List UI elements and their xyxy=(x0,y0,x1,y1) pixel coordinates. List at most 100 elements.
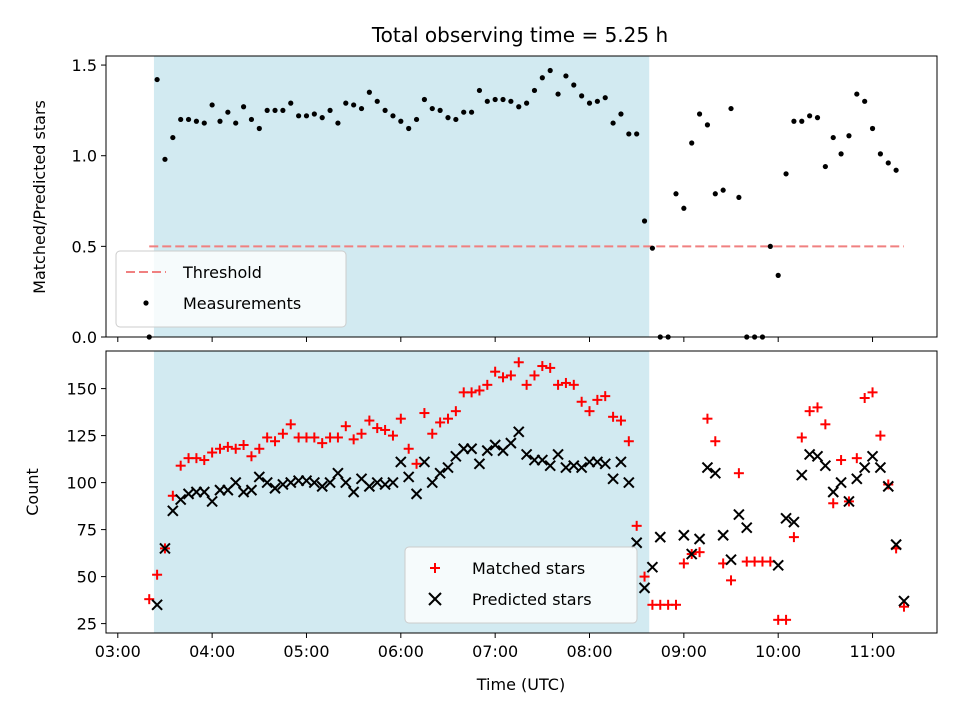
data-point xyxy=(363,480,376,493)
data-point xyxy=(875,430,886,441)
data-point xyxy=(288,100,294,106)
data-point xyxy=(883,479,894,490)
data-point xyxy=(728,105,734,112)
data-point xyxy=(600,391,611,402)
data-point xyxy=(524,100,530,106)
data-point xyxy=(623,436,634,447)
x-b xyxy=(442,461,454,474)
data-point xyxy=(327,107,333,113)
data-point xyxy=(222,441,233,452)
data-point xyxy=(822,163,828,170)
data-point xyxy=(348,434,359,445)
data-point xyxy=(858,461,871,474)
x-tick-label: 03:00 xyxy=(95,642,141,661)
y-tick-label: 25 xyxy=(77,615,97,634)
data-point xyxy=(717,529,729,541)
data-point xyxy=(836,455,847,466)
data-point xyxy=(270,436,281,447)
x-tick-label: 05:00 xyxy=(283,642,329,661)
data-point xyxy=(246,451,257,462)
data-point xyxy=(332,467,344,479)
data-point xyxy=(639,571,650,582)
x-b xyxy=(426,476,438,489)
x-b xyxy=(615,456,627,468)
x-b xyxy=(890,538,902,551)
y-tick-label: 75 xyxy=(77,521,97,540)
data-point xyxy=(418,456,431,468)
data-point xyxy=(382,107,388,113)
data-point xyxy=(898,595,910,607)
data-point xyxy=(539,75,545,81)
data-point xyxy=(678,529,690,541)
x-b xyxy=(536,454,549,466)
data-point xyxy=(827,486,839,498)
x-b xyxy=(324,476,336,489)
data-point xyxy=(340,421,351,432)
data-point xyxy=(364,415,375,426)
data-point xyxy=(710,436,721,447)
data-point xyxy=(704,122,711,128)
data-point xyxy=(269,482,281,494)
x-b xyxy=(717,529,729,541)
x-tick-label: 08:00 xyxy=(566,642,612,661)
data-point xyxy=(602,95,608,101)
data-point xyxy=(311,111,317,117)
data-point xyxy=(882,480,894,493)
data-point xyxy=(199,455,210,466)
data-point xyxy=(262,432,273,443)
data-point xyxy=(649,245,656,251)
y-tick-label: 125 xyxy=(66,427,97,446)
x-b xyxy=(489,439,501,451)
legend-box xyxy=(404,546,638,624)
x-b xyxy=(552,448,564,461)
x-b xyxy=(347,486,360,498)
x-b xyxy=(269,482,281,494)
data-point xyxy=(626,131,632,137)
data-point xyxy=(689,140,695,146)
data-point xyxy=(395,413,406,424)
x-b xyxy=(253,471,266,483)
x-axis-label: Time (UTC) xyxy=(476,675,565,694)
data-point xyxy=(571,82,577,88)
y-tick-label: 150 xyxy=(66,380,97,399)
data-point xyxy=(807,113,813,119)
data-point xyxy=(720,187,726,193)
data-point xyxy=(411,458,422,469)
data-point xyxy=(893,167,899,173)
data-point xyxy=(427,428,438,439)
x-b xyxy=(237,486,250,498)
data-point xyxy=(812,402,823,413)
x-b xyxy=(387,476,399,489)
data-point xyxy=(796,432,807,443)
legend-dot-swatch xyxy=(143,300,149,306)
data-point xyxy=(693,533,706,545)
x-b xyxy=(520,448,533,461)
x-b xyxy=(560,461,572,474)
data-point xyxy=(316,480,328,493)
data-point xyxy=(465,443,478,455)
legend-box xyxy=(115,250,347,328)
data-point xyxy=(351,102,357,108)
x-b xyxy=(811,450,824,462)
data-point xyxy=(482,379,493,390)
x-b xyxy=(788,516,800,528)
x-b xyxy=(428,592,442,606)
x-b xyxy=(882,480,894,493)
data-point xyxy=(238,440,249,450)
data-point xyxy=(154,76,160,83)
data-point xyxy=(406,125,412,132)
x-b xyxy=(308,476,321,489)
x-b xyxy=(866,450,879,462)
x-b xyxy=(395,456,407,468)
data-point xyxy=(618,111,624,117)
data-point xyxy=(547,67,553,74)
data-point xyxy=(481,444,494,457)
data-point xyxy=(214,443,225,454)
data-point xyxy=(421,96,428,103)
legend-label: Measurements xyxy=(183,294,301,313)
ratio-panel: 0.0 0.5 1.0 1.5 Threshold Measurements xyxy=(72,55,938,347)
data-point xyxy=(725,553,737,566)
data-point xyxy=(413,116,420,123)
data-point xyxy=(419,408,430,419)
data-point xyxy=(498,372,509,383)
